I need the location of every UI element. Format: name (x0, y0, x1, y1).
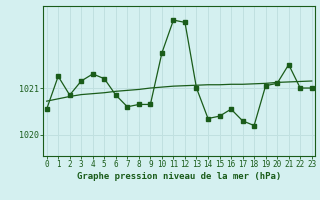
X-axis label: Graphe pression niveau de la mer (hPa): Graphe pression niveau de la mer (hPa) (77, 172, 281, 181)
